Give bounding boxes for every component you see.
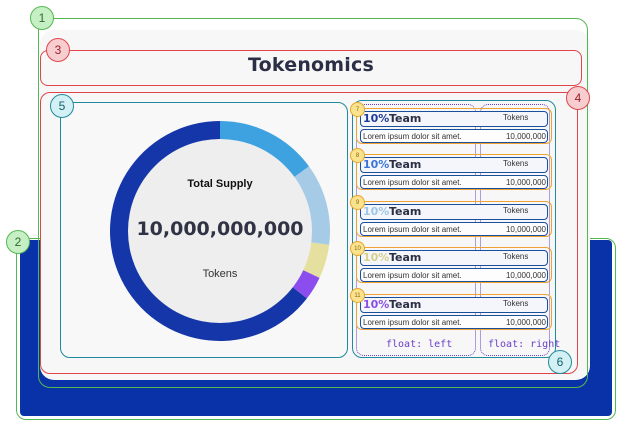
- allocation-number-badge: 10: [350, 241, 365, 256]
- allocation-row-detail: [360, 175, 548, 189]
- callout-1: 1: [30, 6, 54, 30]
- allocation-description: Lorem ipsum dolor sit amet.: [363, 271, 462, 280]
- total-supply-label: Total Supply: [187, 178, 253, 190]
- allocation-percent: 10%: [363, 251, 390, 264]
- allocation-name: Team: [389, 298, 422, 311]
- allocation-amount: 10,000,000: [505, 132, 546, 141]
- allocation-unit: Tokens: [503, 252, 529, 261]
- allocation-unit: Tokens: [503, 159, 529, 168]
- allocation-row-detail: [360, 268, 548, 282]
- allocation-description: Lorem ipsum dolor sit amet.: [363, 178, 462, 187]
- allocation-row: [356, 108, 552, 144]
- allocation-unit: Tokens: [503, 206, 529, 215]
- allocation-row-header: [360, 204, 548, 220]
- allocation-name: Team: [389, 205, 422, 218]
- allocation-description: Lorem ipsum dolor sit amet.: [363, 318, 462, 327]
- allocation-amount: 10,000,000: [505, 271, 546, 280]
- allocation-unit: Tokens: [503, 113, 529, 122]
- allocation-description: Lorem ipsum dolor sit amet.: [363, 225, 462, 234]
- allocation-percent: 10%: [363, 158, 390, 171]
- allocation-row-header: [360, 157, 548, 173]
- total-supply-unit: Tokens: [202, 268, 238, 280]
- annotation-frame-1: [38, 18, 588, 388]
- callout-2: 2: [6, 230, 30, 254]
- allocation-number-badge: 8: [350, 148, 365, 163]
- annotation-frame-3: [40, 50, 582, 86]
- allocation-row-detail: [360, 315, 548, 329]
- allocation-percent: 10%: [363, 298, 390, 311]
- callout-5: 5: [50, 94, 74, 118]
- allocation-amount: 10,000,000: [505, 318, 546, 327]
- allocation-percent: 10%: [363, 112, 390, 125]
- allocation-percent: 10%: [363, 205, 390, 218]
- allocation-number-badge: 7: [350, 102, 365, 117]
- allocation-row-header: [360, 111, 548, 127]
- allocation-row: [356, 154, 552, 190]
- donut-hole: [128, 139, 312, 323]
- allocation-amount: 10,000,000: [505, 225, 546, 234]
- allocation-description: Lorem ipsum dolor sit amet.: [363, 132, 462, 141]
- allocation-row: [356, 201, 552, 237]
- allocation-name: Team: [389, 158, 422, 171]
- total-supply-value: 10,000,000,000: [136, 218, 304, 240]
- annotation-frame-4: [40, 92, 578, 374]
- allocation-row-header: [360, 250, 548, 266]
- allocation-name: Team: [389, 112, 422, 125]
- float-right-note: float: right: [488, 339, 561, 350]
- callout-4: 4: [566, 86, 590, 110]
- donut-chart: [109, 121, 330, 341]
- callout-6: 6: [548, 350, 572, 374]
- float-left-note: float: left: [386, 339, 453, 350]
- allocation-row-detail: [360, 222, 548, 236]
- callout-3: 3: [46, 38, 70, 62]
- allocation-unit: Tokens: [503, 299, 529, 308]
- allocation-panel: [352, 100, 556, 358]
- allocation-name: Team: [389, 251, 422, 264]
- allocation-number-badge: 9: [350, 195, 365, 210]
- allocation-amount: 10,000,000: [505, 178, 546, 187]
- allocation-row-header: [360, 297, 548, 313]
- page-title: Tokenomics: [248, 54, 374, 76]
- allocation-number-badge: 11: [350, 288, 365, 303]
- allocation-row: [356, 247, 552, 283]
- allocation-row: [356, 294, 552, 330]
- allocation-row-detail: [360, 129, 548, 143]
